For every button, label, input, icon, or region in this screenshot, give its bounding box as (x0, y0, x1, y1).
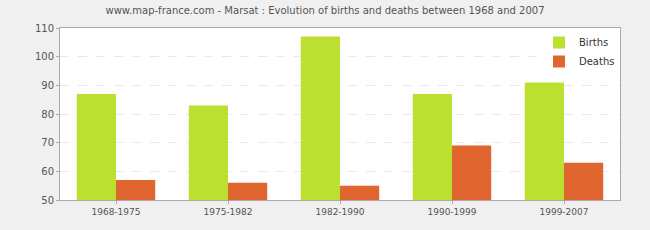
svg-text:110: 110 (35, 23, 54, 34)
svg-text:50: 50 (41, 195, 54, 206)
svg-text:80: 80 (41, 109, 54, 120)
svg-text:Deaths: Deaths (579, 56, 614, 67)
svg-text:1975-1982: 1975-1982 (203, 207, 252, 217)
svg-text:70: 70 (41, 137, 54, 148)
svg-text:1990-1999: 1990-1999 (427, 207, 476, 217)
svg-text:www.map-france.com - Marsat :: www.map-france.com - Marsat : Evolution … (106, 5, 545, 16)
svg-text:60: 60 (41, 166, 54, 177)
svg-text:Births: Births (579, 37, 608, 48)
svg-text:1999-2007: 1999-2007 (539, 207, 588, 217)
svg-text:1982-1990: 1982-1990 (315, 207, 364, 217)
svg-text:90: 90 (41, 80, 54, 91)
svg-text:1968-1975: 1968-1975 (91, 207, 140, 217)
svg-text:100: 100 (35, 51, 54, 62)
